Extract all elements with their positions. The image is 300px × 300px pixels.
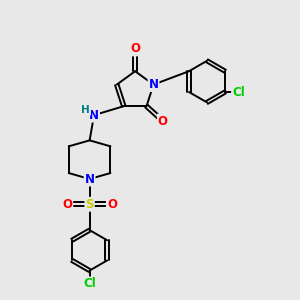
Text: N: N xyxy=(148,78,158,91)
Text: Cl: Cl xyxy=(83,278,96,290)
Text: O: O xyxy=(107,198,117,211)
Text: H: H xyxy=(81,105,90,115)
Text: S: S xyxy=(85,198,94,211)
Text: O: O xyxy=(130,42,140,56)
Text: N: N xyxy=(85,172,94,185)
Text: Cl: Cl xyxy=(232,85,245,98)
Text: O: O xyxy=(62,198,72,211)
Text: O: O xyxy=(158,115,168,128)
Text: N: N xyxy=(89,109,99,122)
